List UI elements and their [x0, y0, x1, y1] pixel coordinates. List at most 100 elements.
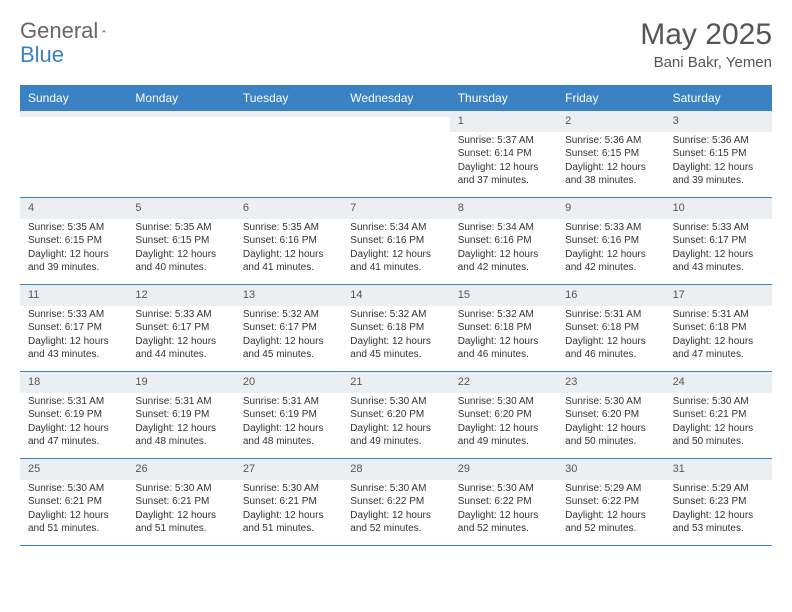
day-number: 10 — [665, 198, 772, 219]
sunset-text: Sunset: 6:15 PM — [565, 147, 656, 161]
day-details: Sunrise: 5:30 AMSunset: 6:22 PMDaylight:… — [342, 480, 449, 540]
calendar-day: 25Sunrise: 5:30 AMSunset: 6:21 PMDayligh… — [20, 459, 127, 545]
day-details: Sunrise: 5:35 AMSunset: 6:15 PMDaylight:… — [127, 219, 234, 279]
sunset-text: Sunset: 6:22 PM — [458, 495, 549, 509]
calendar-day: 19Sunrise: 5:31 AMSunset: 6:19 PMDayligh… — [127, 372, 234, 458]
calendar-day: 30Sunrise: 5:29 AMSunset: 6:22 PMDayligh… — [557, 459, 664, 545]
day-number: 16 — [557, 285, 664, 306]
sunset-text: Sunset: 6:19 PM — [243, 408, 334, 422]
calendar-week: 11Sunrise: 5:33 AMSunset: 6:17 PMDayligh… — [20, 285, 772, 372]
day-number: 7 — [342, 198, 449, 219]
sunset-text: Sunset: 6:20 PM — [565, 408, 656, 422]
month-title: May 2025 — [640, 18, 772, 52]
sunset-text: Sunset: 6:15 PM — [28, 234, 119, 248]
day-number: 6 — [235, 198, 342, 219]
daylight-text: Daylight: 12 hours and 52 minutes. — [565, 509, 656, 536]
day-number: 12 — [127, 285, 234, 306]
day-number: 24 — [665, 372, 772, 393]
sunset-text: Sunset: 6:18 PM — [350, 321, 441, 335]
day-details: Sunrise: 5:33 AMSunset: 6:17 PMDaylight:… — [20, 306, 127, 366]
day-details: Sunrise: 5:31 AMSunset: 6:19 PMDaylight:… — [235, 393, 342, 453]
sunset-text: Sunset: 6:17 PM — [135, 321, 226, 335]
sunset-text: Sunset: 6:14 PM — [458, 147, 549, 161]
calendar-day — [235, 111, 342, 197]
daylight-text: Daylight: 12 hours and 37 minutes. — [458, 161, 549, 188]
sunrise-text: Sunrise: 5:33 AM — [28, 308, 119, 322]
day-details: Sunrise: 5:35 AMSunset: 6:15 PMDaylight:… — [20, 219, 127, 279]
day-number: 15 — [450, 285, 557, 306]
day-number: 29 — [450, 459, 557, 480]
daylight-text: Daylight: 12 hours and 46 minutes. — [565, 335, 656, 362]
daylight-text: Daylight: 12 hours and 48 minutes. — [135, 422, 226, 449]
day-number: 17 — [665, 285, 772, 306]
daylight-text: Daylight: 12 hours and 45 minutes. — [350, 335, 441, 362]
sunrise-text: Sunrise: 5:34 AM — [458, 221, 549, 235]
day-details: Sunrise: 5:32 AMSunset: 6:18 PMDaylight:… — [450, 306, 557, 366]
calendar-day: 13Sunrise: 5:32 AMSunset: 6:17 PMDayligh… — [235, 285, 342, 371]
daylight-text: Daylight: 12 hours and 50 minutes. — [565, 422, 656, 449]
day-number: 27 — [235, 459, 342, 480]
sunrise-text: Sunrise: 5:30 AM — [458, 395, 549, 409]
title-block: May 2025 Bani Bakr, Yemen — [640, 18, 772, 71]
calendar-day: 14Sunrise: 5:32 AMSunset: 6:18 PMDayligh… — [342, 285, 449, 371]
daylight-text: Daylight: 12 hours and 49 minutes. — [350, 422, 441, 449]
weekday-header: Thursday — [450, 85, 557, 111]
sunset-text: Sunset: 6:15 PM — [673, 147, 764, 161]
brand-text-2: Blue — [20, 42, 64, 67]
day-details: Sunrise: 5:32 AMSunset: 6:18 PMDaylight:… — [342, 306, 449, 366]
sunrise-text: Sunrise: 5:33 AM — [673, 221, 764, 235]
calendar-day: 5Sunrise: 5:35 AMSunset: 6:15 PMDaylight… — [127, 198, 234, 284]
day-details: Sunrise: 5:37 AMSunset: 6:14 PMDaylight:… — [450, 132, 557, 192]
day-details: Sunrise: 5:36 AMSunset: 6:15 PMDaylight:… — [557, 132, 664, 192]
calendar-day: 3Sunrise: 5:36 AMSunset: 6:15 PMDaylight… — [665, 111, 772, 197]
sunrise-text: Sunrise: 5:34 AM — [350, 221, 441, 235]
sunset-text: Sunset: 6:21 PM — [135, 495, 226, 509]
day-details: Sunrise: 5:31 AMSunset: 6:19 PMDaylight:… — [127, 393, 234, 453]
sunset-text: Sunset: 6:23 PM — [673, 495, 764, 509]
day-number: 22 — [450, 372, 557, 393]
daylight-text: Daylight: 12 hours and 45 minutes. — [243, 335, 334, 362]
daylight-text: Daylight: 12 hours and 53 minutes. — [673, 509, 764, 536]
sunset-text: Sunset: 6:21 PM — [28, 495, 119, 509]
brand-logo: General — [20, 18, 126, 44]
sail-icon — [102, 23, 106, 39]
day-details: Sunrise: 5:31 AMSunset: 6:18 PMDaylight:… — [557, 306, 664, 366]
day-number: 13 — [235, 285, 342, 306]
day-details: Sunrise: 5:29 AMSunset: 6:23 PMDaylight:… — [665, 480, 772, 540]
calendar-week: 18Sunrise: 5:31 AMSunset: 6:19 PMDayligh… — [20, 372, 772, 459]
location-label: Bani Bakr, Yemen — [640, 54, 772, 71]
sunrise-text: Sunrise: 5:30 AM — [565, 395, 656, 409]
day-details: Sunrise: 5:33 AMSunset: 6:16 PMDaylight:… — [557, 219, 664, 279]
calendar-day: 31Sunrise: 5:29 AMSunset: 6:23 PMDayligh… — [665, 459, 772, 545]
day-number: 4 — [20, 198, 127, 219]
daylight-text: Daylight: 12 hours and 50 minutes. — [673, 422, 764, 449]
calendar-day — [20, 111, 127, 197]
day-details: Sunrise: 5:30 AMSunset: 6:20 PMDaylight:… — [450, 393, 557, 453]
sunrise-text: Sunrise: 5:29 AM — [673, 482, 764, 496]
day-number: 20 — [235, 372, 342, 393]
calendar-day: 4Sunrise: 5:35 AMSunset: 6:15 PMDaylight… — [20, 198, 127, 284]
sunset-text: Sunset: 6:19 PM — [28, 408, 119, 422]
calendar-day: 7Sunrise: 5:34 AMSunset: 6:16 PMDaylight… — [342, 198, 449, 284]
calendar-day: 10Sunrise: 5:33 AMSunset: 6:17 PMDayligh… — [665, 198, 772, 284]
calendar-week: 25Sunrise: 5:30 AMSunset: 6:21 PMDayligh… — [20, 459, 772, 546]
weekday-header: Friday — [557, 85, 664, 111]
sunrise-text: Sunrise: 5:33 AM — [135, 308, 226, 322]
sunrise-text: Sunrise: 5:35 AM — [243, 221, 334, 235]
sunrise-text: Sunrise: 5:37 AM — [458, 134, 549, 148]
sunset-text: Sunset: 6:17 PM — [28, 321, 119, 335]
sunset-text: Sunset: 6:20 PM — [350, 408, 441, 422]
sunset-text: Sunset: 6:16 PM — [565, 234, 656, 248]
daylight-text: Daylight: 12 hours and 51 minutes. — [243, 509, 334, 536]
daylight-text: Daylight: 12 hours and 39 minutes. — [28, 248, 119, 275]
sunset-text: Sunset: 6:22 PM — [565, 495, 656, 509]
day-number: 28 — [342, 459, 449, 480]
sunrise-text: Sunrise: 5:31 AM — [565, 308, 656, 322]
calendar-day: 20Sunrise: 5:31 AMSunset: 6:19 PMDayligh… — [235, 372, 342, 458]
sunset-text: Sunset: 6:17 PM — [673, 234, 764, 248]
day-details: Sunrise: 5:31 AMSunset: 6:18 PMDaylight:… — [665, 306, 772, 366]
calendar-day: 17Sunrise: 5:31 AMSunset: 6:18 PMDayligh… — [665, 285, 772, 371]
day-number: 18 — [20, 372, 127, 393]
daylight-text: Daylight: 12 hours and 38 minutes. — [565, 161, 656, 188]
sunrise-text: Sunrise: 5:30 AM — [243, 482, 334, 496]
